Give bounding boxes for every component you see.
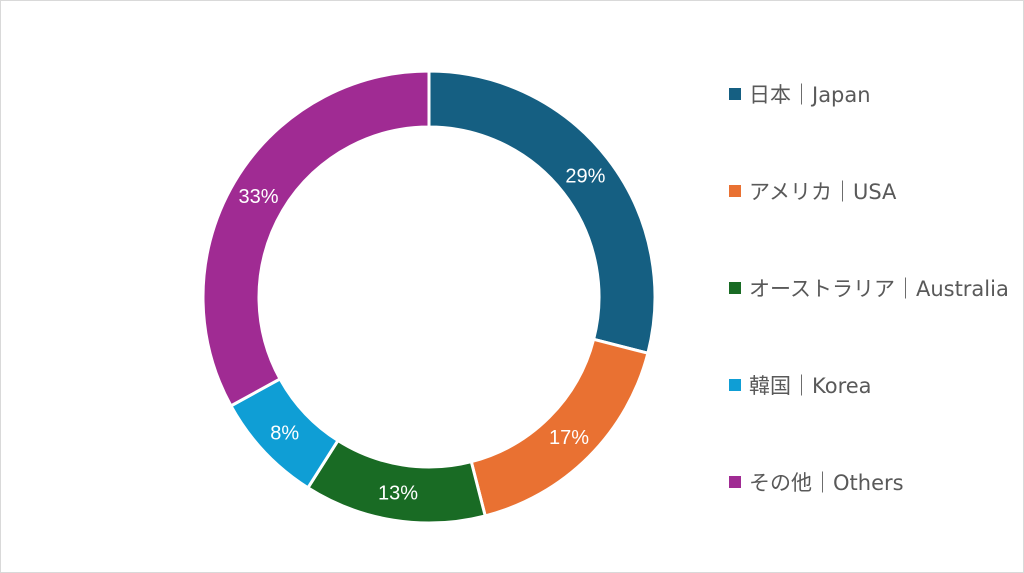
legend-item-australia: オーストラリア｜Australia [729, 265, 1009, 311]
data-label-australia: 13% [378, 483, 418, 505]
legend-swatch-usa [729, 185, 741, 197]
slice-others [201, 69, 431, 408]
legend-label-usa: アメリカ｜USA [749, 180, 897, 204]
legend-item-korea: 韓国｜Korea [729, 362, 872, 408]
legend-swatch-australia [729, 282, 741, 294]
data-label-korea: 8% [270, 423, 299, 445]
legend-label-australia: オーストラリア｜Australia [749, 277, 1009, 301]
legend-label-japan: 日本｜Japan [749, 83, 871, 107]
data-label-usa: 17% [549, 427, 589, 449]
legend-label-others: その他｜Others [749, 471, 904, 495]
legend-label-korea: 韓国｜Korea [749, 374, 872, 398]
data-label-japan: 29% [565, 166, 605, 188]
legend-swatch-others [729, 476, 741, 488]
legend-swatch-japan [729, 88, 741, 100]
legend-item-usa: アメリカ｜USA [729, 168, 896, 214]
legend-swatch-korea [729, 379, 741, 391]
legend-item-others: その他｜Others [729, 459, 904, 505]
legend-item-japan: 日本｜Japan [729, 71, 871, 117]
data-label-others: 33% [239, 186, 279, 208]
slice-japan [427, 69, 657, 356]
